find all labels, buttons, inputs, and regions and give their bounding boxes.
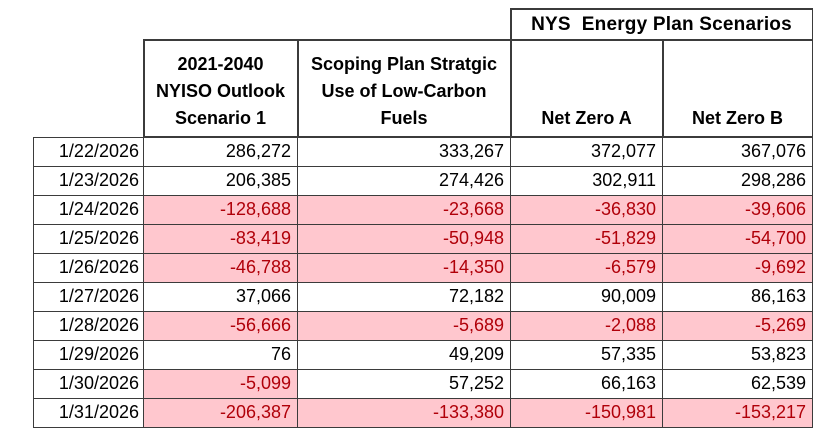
value-cell-nyiso: 76 — [143, 339, 298, 370]
value-cell-scoping: -133,380 — [296, 397, 512, 428]
group-header-row: NYS Energy Plan Scenarios — [33, 8, 813, 41]
date-cell: 1/25/2026 — [33, 223, 144, 254]
group-header-nys-energy-plan-scenarios: NYS Energy Plan Scenarios — [509, 8, 813, 41]
value-cell-net-zero-b: 367,076 — [662, 136, 813, 167]
date-cell: 1/26/2026 — [33, 252, 144, 283]
value-cell-net-zero-a: -36,830 — [510, 194, 664, 225]
value-cell-nyiso: 286,272 — [143, 136, 298, 167]
value-cell-net-zero-b: 86,163 — [662, 281, 813, 312]
value-cell-net-zero-b: 53,823 — [662, 339, 813, 370]
value-cell-net-zero-b: -39,606 — [662, 194, 813, 225]
date-cell: 1/23/2026 — [33, 165, 144, 196]
table-row: 1/24/2026 -128,688 -23,668 -36,830 -39,6… — [33, 194, 813, 225]
blank-cell — [33, 9, 511, 40]
col-header-scoping-plan: Scoping Plan Stratgic Use of Low-Carbon … — [296, 39, 512, 138]
table-row: 1/26/2026 -46,788 -14,350 -6,579 -9,692 — [33, 252, 813, 283]
value-cell-net-zero-a: 90,009 — [510, 281, 664, 312]
value-cell-net-zero-b: -9,692 — [662, 252, 813, 283]
value-cell-net-zero-b: 298,286 — [662, 165, 813, 196]
value-cell-nyiso: -128,688 — [143, 194, 298, 225]
table-row: 1/25/2026 -83,419 -50,948 -51,829 -54,70… — [33, 223, 813, 254]
table-row: 1/28/2026 -56,666 -5,689 -2,088 -5,269 — [33, 310, 813, 341]
value-cell-net-zero-a: 302,911 — [510, 165, 664, 196]
col-header-net-zero-b: Net Zero B — [661, 39, 813, 138]
value-cell-net-zero-b: 62,539 — [662, 368, 813, 399]
value-cell-net-zero-a: -51,829 — [510, 223, 664, 254]
value-cell-nyiso: -206,387 — [143, 397, 298, 428]
table-row: 1/29/2026 76 49,209 57,335 53,823 — [33, 339, 813, 370]
value-cell-net-zero-a: -150,981 — [510, 397, 664, 428]
value-cell-nyiso: 37,066 — [143, 281, 298, 312]
table-row: 1/27/2026 37,066 72,182 90,009 86,163 — [33, 281, 813, 312]
value-cell-scoping: 72,182 — [296, 281, 512, 312]
table-row: 1/31/2026 -206,387 -133,380 -150,981 -15… — [33, 397, 813, 428]
value-cell-scoping: 49,209 — [296, 339, 512, 370]
value-cell-nyiso: -83,419 — [143, 223, 298, 254]
value-cell-nyiso: -5,099 — [143, 368, 298, 399]
value-cell-scoping: -50,948 — [296, 223, 512, 254]
value-cell-net-zero-a: 66,163 — [510, 368, 664, 399]
table-row: 1/22/2026 286,272 333,267 372,077 367,07… — [33, 136, 813, 167]
date-cell: 1/24/2026 — [33, 194, 144, 225]
value-cell-net-zero-a: -6,579 — [510, 252, 664, 283]
column-header-row: 2021-2040 NYISO Outlook Scenario 1 Scopi… — [33, 39, 813, 138]
date-cell: 1/27/2026 — [33, 281, 144, 312]
value-cell-net-zero-a: -2,088 — [510, 310, 664, 341]
date-cell: 1/31/2026 — [33, 397, 144, 428]
date-cell: 1/22/2026 — [33, 136, 144, 167]
value-cell-scoping: 333,267 — [296, 136, 512, 167]
value-cell-scoping: -23,668 — [296, 194, 512, 225]
table-row: 1/30/2026 -5,099 57,252 66,163 62,539 — [33, 368, 813, 399]
value-cell-nyiso: -56,666 — [143, 310, 298, 341]
date-cell: 1/30/2026 — [33, 368, 144, 399]
value-cell-nyiso: 206,385 — [143, 165, 298, 196]
date-cell: 1/28/2026 — [33, 310, 144, 341]
value-cell-net-zero-a: 57,335 — [510, 339, 664, 370]
date-cell: 1/29/2026 — [33, 339, 144, 370]
value-cell-scoping: 57,252 — [296, 368, 512, 399]
value-cell-net-zero-b: -153,217 — [662, 397, 813, 428]
col-header-net-zero-a: Net Zero A — [509, 39, 664, 138]
value-cell-scoping: 274,426 — [296, 165, 512, 196]
value-cell-scoping: -14,350 — [296, 252, 512, 283]
value-cell-scoping: -5,689 — [296, 310, 512, 341]
value-cell-nyiso: -46,788 — [143, 252, 298, 283]
table-body: 1/22/2026 286,272 333,267 372,077 367,07… — [33, 136, 813, 428]
col-header-nyiso-outlook: 2021-2040 NYISO Outlook Scenario 1 — [142, 39, 299, 138]
value-cell-net-zero-a: 372,077 — [510, 136, 664, 167]
scenario-comparison-table: NYS Energy Plan Scenarios 2021-2040 NYIS… — [33, 8, 813, 428]
blank-cell — [33, 40, 144, 137]
value-cell-net-zero-b: -5,269 — [662, 310, 813, 341]
table-row: 1/23/2026 206,385 274,426 302,911 298,28… — [33, 165, 813, 196]
value-cell-net-zero-b: -54,700 — [662, 223, 813, 254]
